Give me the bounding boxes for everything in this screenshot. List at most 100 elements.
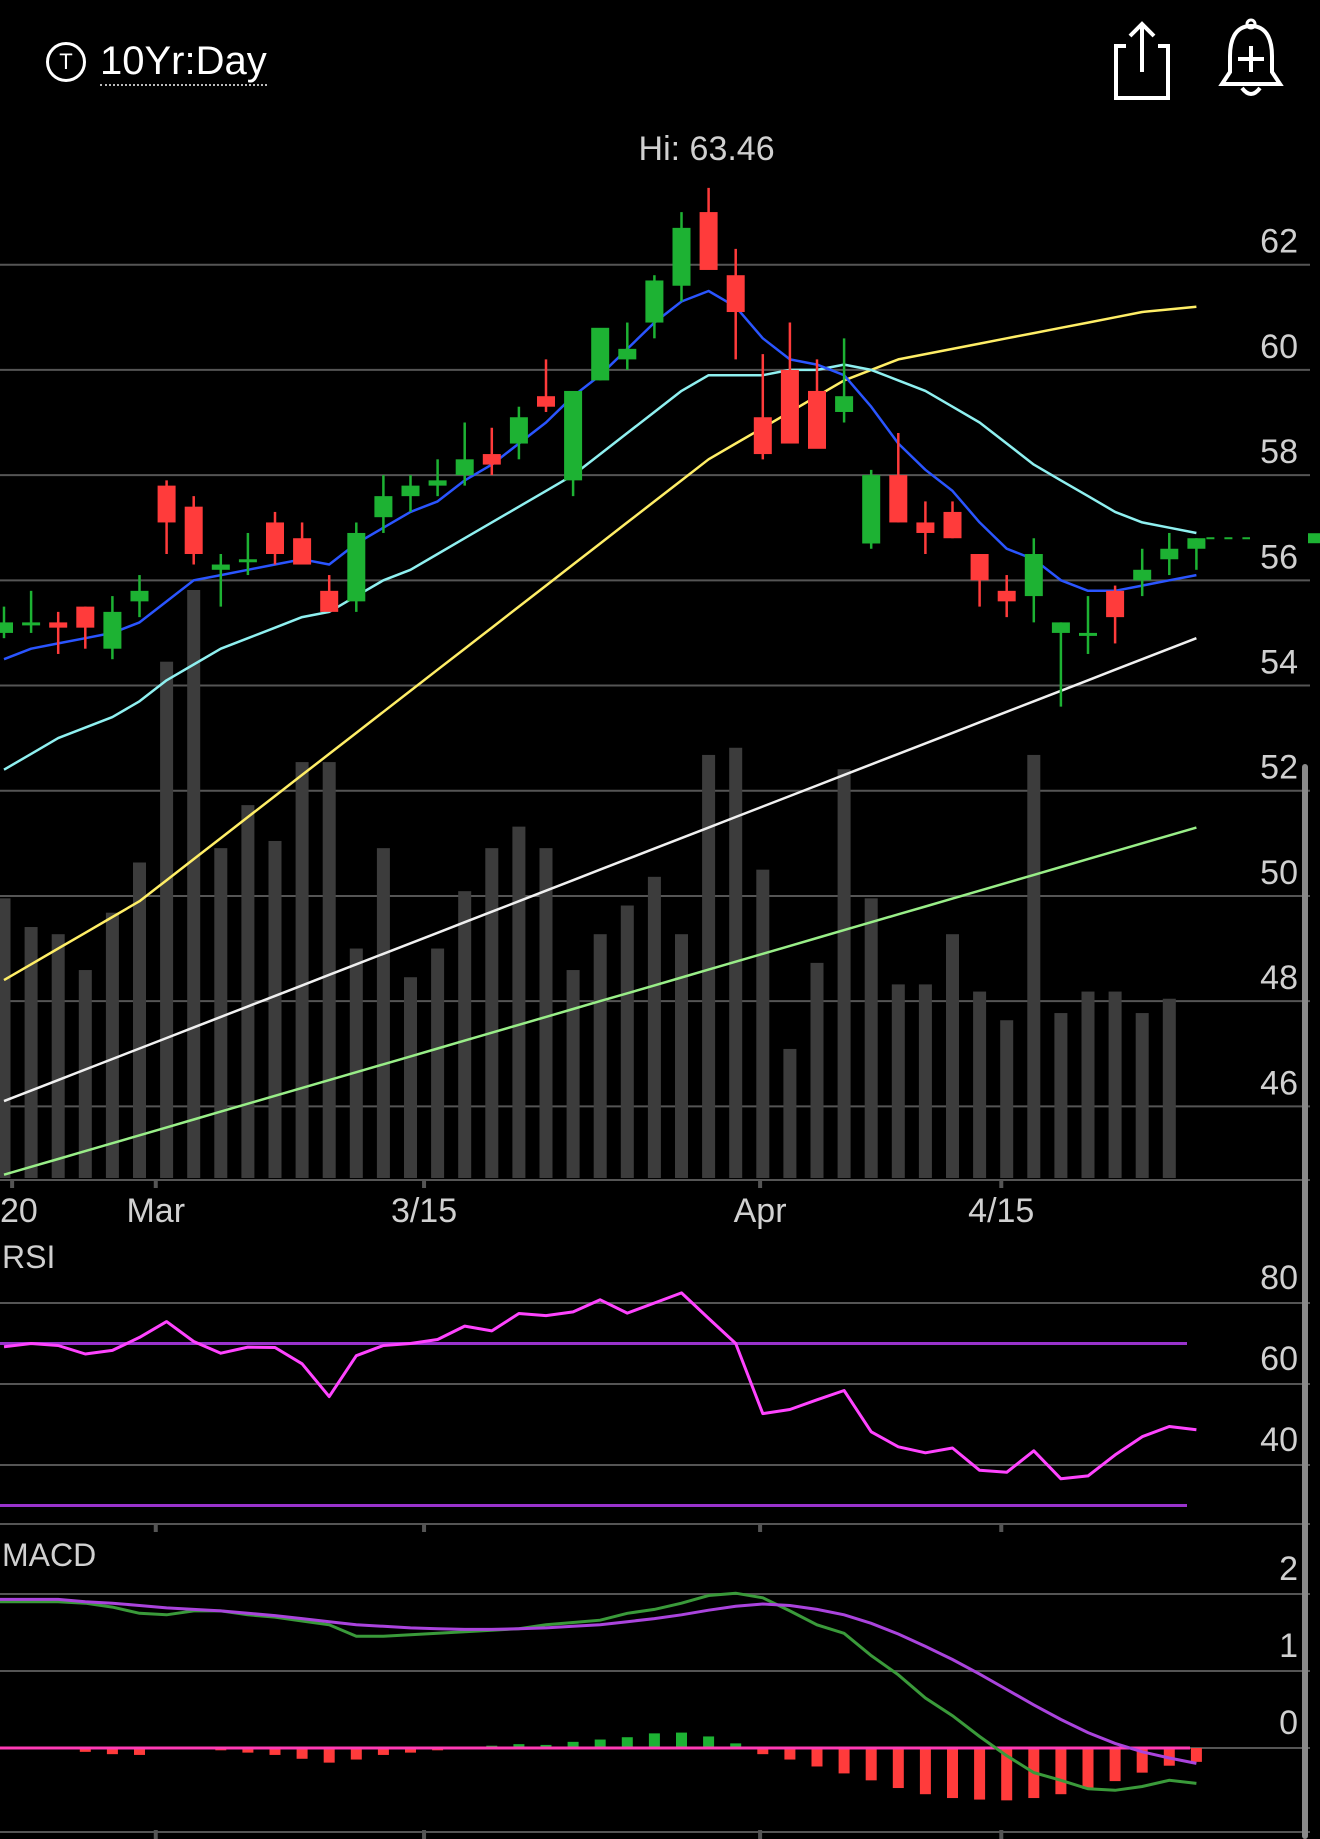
volume-bar (105, 912, 119, 1178)
macd-histogram-bar (540, 1744, 552, 1748)
chart-header: T 10Yr:Day (0, 0, 1320, 120)
price-y-tick-label: 60 (1260, 328, 1298, 366)
macd-histogram-bar (1001, 1748, 1013, 1801)
candle-body (1160, 548, 1179, 560)
price-y-tick-label: 56 (1260, 538, 1298, 576)
candle-body (157, 485, 176, 523)
volume-bar (485, 848, 499, 1178)
candle-body (184, 506, 203, 555)
x-axis-tick-label: 4/15 (968, 1192, 1034, 1230)
volume-bar (1135, 1013, 1149, 1178)
volume-bar (133, 862, 146, 1178)
candle-body (211, 564, 230, 570)
candle-body (1079, 632, 1097, 636)
candle-body (645, 280, 664, 323)
macd-signal-line (0, 1597, 1197, 1765)
volume-bar (160, 661, 174, 1178)
candle-body (103, 611, 122, 649)
moving-average-green-line (3, 826, 1197, 1176)
volume-bar (620, 905, 634, 1178)
volume-bar (702, 754, 716, 1178)
macd-histogram-bar (405, 1748, 416, 1753)
macd-histogram-bar (1109, 1748, 1121, 1782)
macd-y-tick-label: 1 (1279, 1627, 1298, 1665)
volume-bar (756, 869, 770, 1178)
vertical-scrollbar[interactable] (1302, 764, 1308, 1839)
volume-bar (1081, 991, 1095, 1178)
candle-body (238, 559, 257, 563)
macd-histogram-bar (242, 1748, 254, 1753)
macd-histogram-bar (974, 1748, 986, 1800)
rsi-y-tick-label: 60 (1260, 1340, 1298, 1378)
add-alert-bell-icon[interactable] (1218, 18, 1284, 102)
volume-bar (322, 762, 336, 1178)
macd-histogram-bar (757, 1748, 769, 1755)
macd-histogram-bar (676, 1732, 687, 1748)
candle-body (537, 396, 555, 407)
candle-body (1106, 590, 1125, 618)
candle-body (889, 475, 908, 523)
volume-bar (376, 848, 390, 1178)
macd-histogram-bar (838, 1748, 850, 1774)
candle-body (1024, 554, 1043, 597)
volume-bar (241, 805, 255, 1178)
volume-bar (918, 984, 932, 1178)
candle-body (564, 390, 583, 481)
volume-bar (431, 948, 445, 1178)
candle-body (808, 390, 826, 449)
macd-histogram-bar (784, 1748, 796, 1760)
last-price-marker (1308, 533, 1320, 544)
candle-body (835, 396, 854, 412)
macd-histogram-bar (947, 1748, 958, 1799)
candle-body (591, 327, 610, 381)
volume-bar (1000, 1020, 1014, 1178)
volume-bar (864, 898, 878, 1178)
macd-histogram-bar (594, 1739, 606, 1748)
macd-histogram-bar (865, 1748, 877, 1781)
macd-histogram-bar (79, 1748, 91, 1752)
range-selector-button[interactable]: T 10Yr:Day (46, 36, 267, 88)
candle-body (943, 511, 962, 539)
candle-body (699, 212, 718, 270)
candle-body (1051, 622, 1070, 633)
rsi-y-tick-label: 80 (1260, 1259, 1298, 1297)
candle-body (672, 227, 691, 286)
rsi-line (3, 1291, 1197, 1481)
volume-bar (837, 769, 851, 1178)
macd-histogram-bar (377, 1748, 389, 1755)
candle-body (916, 522, 935, 533)
price-y-tick-label: 50 (1260, 854, 1298, 892)
macd-histogram-bar (296, 1748, 308, 1759)
candle-body (22, 622, 41, 626)
candle-body (347, 532, 366, 602)
volume-bar (1054, 1013, 1068, 1178)
candle-body (618, 348, 637, 360)
macd-histogram-bar (269, 1748, 281, 1755)
candle-body (266, 522, 284, 555)
volume-bar (349, 948, 363, 1178)
t-circle-icon: T (46, 42, 86, 82)
candle-body (1187, 538, 1206, 549)
volume-bar (593, 934, 607, 1178)
moving-average-cyan-line (3, 363, 1197, 771)
volume-bar (675, 934, 688, 1178)
macd-histogram-bar (648, 1733, 660, 1748)
rsi-panel-title: RSI (2, 1239, 55, 1275)
candle-body (780, 369, 799, 444)
macd-histogram-bar (1136, 1748, 1148, 1773)
volume-bar (24, 927, 38, 1178)
x-axis-tick-label: 20 (0, 1192, 38, 1230)
volume-bar (1027, 754, 1041, 1178)
candle-body (997, 590, 1016, 602)
volume-bar (458, 891, 472, 1178)
volume-bar (78, 970, 92, 1178)
candle-body (76, 606, 95, 628)
macd-histogram-bar (134, 1748, 145, 1755)
price-y-tick-label: 62 (1260, 223, 1298, 261)
high-price-label: Hi: 63.46 (639, 130, 775, 168)
candle-body (482, 454, 501, 465)
share-icon[interactable] (1112, 20, 1172, 100)
moving-average-yellow-line (3, 305, 1197, 982)
moving-average-white-line (3, 637, 1197, 1103)
